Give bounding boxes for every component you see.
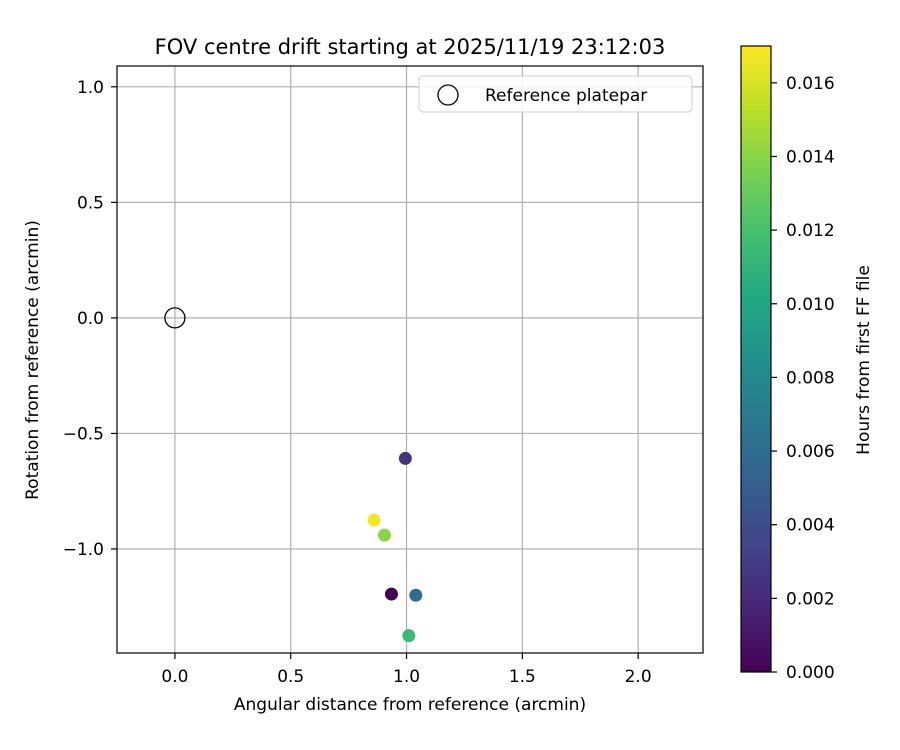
plot-area: 0.0 0.5 1.0 1.5 2.0 −1.0 −0.5 0.0 0.5 1.0 <box>63 65 704 687</box>
legend-label-reference: Reference platepar <box>485 86 647 106</box>
x-tick-label: 1.0 <box>393 667 420 687</box>
y-tick-label: −1.0 <box>63 540 104 560</box>
chart-title: FOV centre drift starting at 2025/11/19 … <box>155 35 666 59</box>
legend-marker-reference <box>437 84 459 106</box>
data-point <box>367 513 381 527</box>
x-axis-label: Angular distance from reference (arcmin) <box>234 695 586 715</box>
data-point <box>398 451 412 465</box>
y-tick-label: 0.5 <box>77 193 104 213</box>
colorbar-tick-label: 0.014 <box>786 147 835 167</box>
colorbar-gradient <box>741 46 771 672</box>
colorbar-tick-label: 0.016 <box>786 74 835 94</box>
x-tick-label: 1.5 <box>509 667 536 687</box>
colorbar-ticks: 0.000 0.002 0.004 0.006 0.008 0.010 0.012 0.014… <box>771 74 835 683</box>
y-tick-label: 0.0 <box>77 309 104 329</box>
data-point <box>378 528 392 542</box>
axes-frame <box>116 65 704 654</box>
x-tick-label: 0.5 <box>277 667 304 687</box>
legend-box <box>418 75 693 113</box>
data-points <box>164 307 423 643</box>
x-axis-ticks: 0.0 0.5 1.0 1.5 2.0 <box>161 653 652 687</box>
colorbar-tick-label: 0.012 <box>786 221 835 241</box>
colorbar-tick-label: 0.002 <box>786 589 835 609</box>
colorbar-tick-label: 0.006 <box>786 442 835 462</box>
colorbar-tick-label: 0.010 <box>786 295 835 315</box>
colorbar-label: Hours from first FF file <box>854 265 874 455</box>
colorbar-tick-label: 0.000 <box>786 663 835 683</box>
y-tick-label: −0.5 <box>63 424 104 444</box>
colorbar-tick-label: 0.008 <box>786 368 835 388</box>
x-tick-label: 0.0 <box>161 667 188 687</box>
colorbar-frame <box>740 45 772 673</box>
colorbar-tick-label: 0.004 <box>786 516 835 536</box>
data-point <box>402 629 416 643</box>
legend: Reference platepar <box>418 75 693 113</box>
colorbar: 0.000 0.002 0.004 0.006 0.008 0.010 0.012 0.014… <box>740 45 874 683</box>
y-axis-label: Rotation from reference (arcmin) <box>23 220 43 500</box>
y-tick-label: 1.0 <box>77 78 104 98</box>
data-point <box>409 588 423 602</box>
x-tick-label: 2.0 <box>625 667 652 687</box>
data-point <box>384 587 398 601</box>
reference-platepar-marker <box>164 307 186 329</box>
y-axis-ticks: −1.0 −0.5 0.0 0.5 1.0 <box>63 78 117 560</box>
grid-lines <box>117 66 703 653</box>
